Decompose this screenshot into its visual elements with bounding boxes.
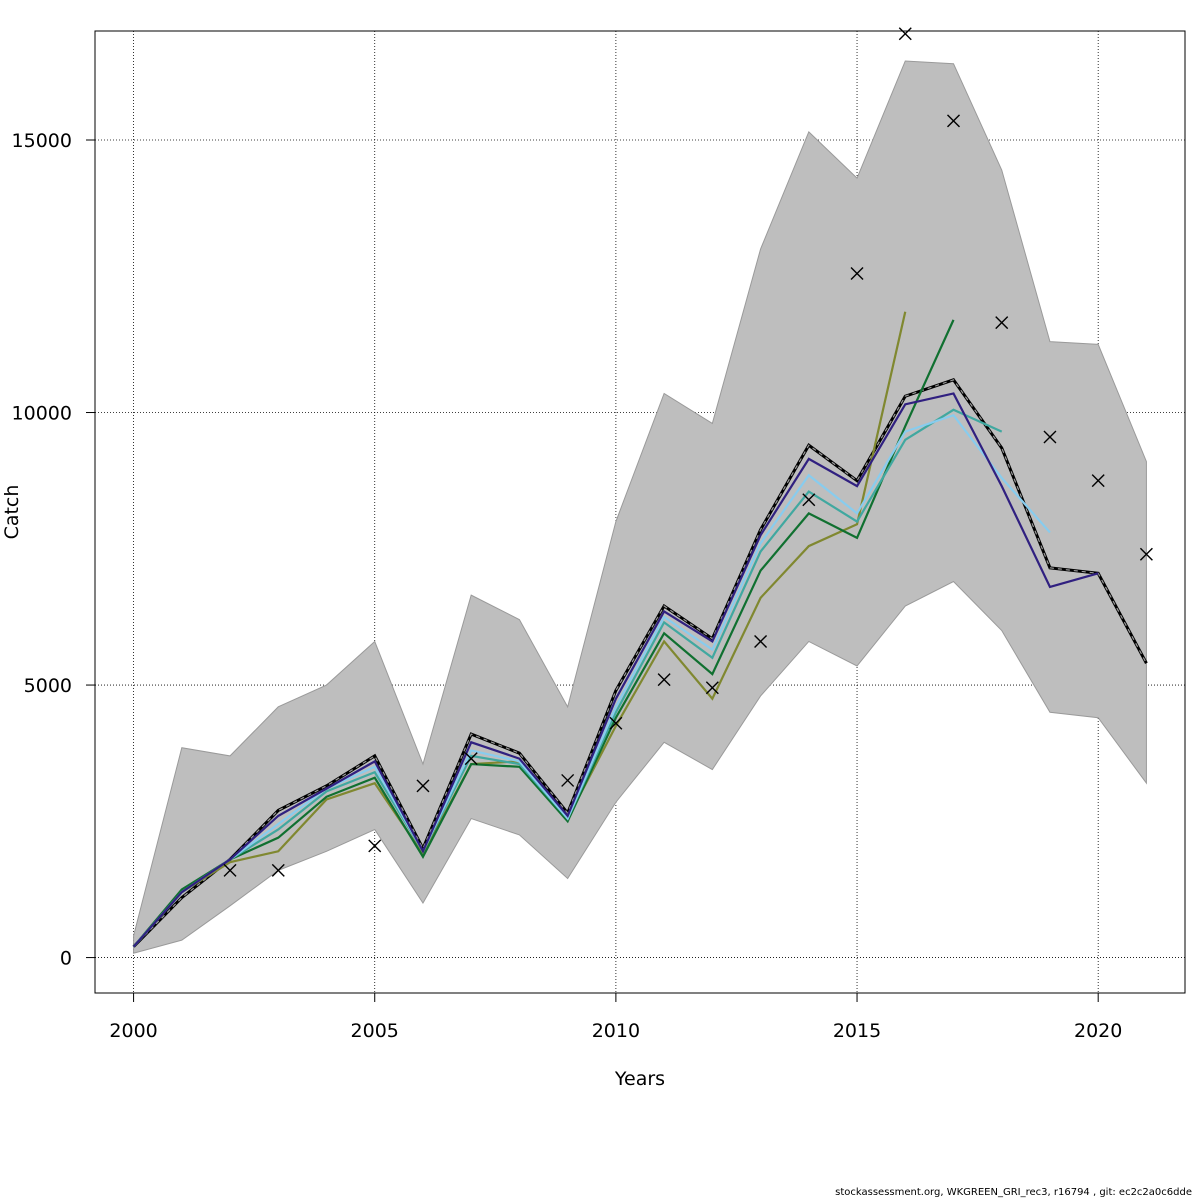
observed-point — [561, 773, 575, 787]
series-line-4 — [132, 413, 1051, 948]
series-line-0-dash — [133, 379, 1147, 948]
footer-credit: stockassessment.org, WKGREEN_GRI_rec3, r… — [835, 1187, 1192, 1198]
series-layer — [132, 311, 1148, 948]
y-axis-label: Catch — [1, 485, 23, 540]
x-tick-label: 2010 — [592, 1020, 640, 1042]
series-line-5 — [132, 392, 1099, 948]
observed-point — [705, 681, 719, 695]
observed-point — [802, 493, 816, 507]
observed-point — [898, 27, 912, 41]
x-tick-label: 2000 — [109, 1020, 157, 1042]
observed-point — [368, 839, 382, 853]
y-tick-label: 15000 — [12, 130, 72, 152]
observed-markers-layer — [223, 27, 1153, 877]
observed-point — [464, 752, 478, 766]
y-tick-label: 0 — [60, 948, 72, 970]
x-tick-label: 2020 — [1074, 1020, 1122, 1042]
observed-point — [1139, 547, 1153, 561]
observed-point — [947, 114, 960, 128]
x-tick-label: 2015 — [833, 1020, 881, 1042]
y-tick-label: 5000 — [24, 675, 72, 697]
observed-point — [995, 316, 1009, 330]
observed-point — [1043, 430, 1057, 444]
axes: 2000 2005 2010 2015 2020 0 5000 10000 15000 — [12, 130, 1123, 1042]
observed-point — [1091, 474, 1105, 488]
observed-point — [850, 267, 864, 281]
observed-point — [223, 863, 237, 877]
y-tick-label: 10000 — [12, 403, 72, 425]
x-axis-label: Years — [614, 1068, 665, 1090]
observed-point — [754, 634, 768, 648]
confidence-band — [133, 60, 1147, 954]
series-line-2 — [132, 319, 955, 948]
observed-point — [271, 863, 285, 877]
confidence-band-layer — [133, 60, 1147, 954]
observed-point — [609, 716, 623, 730]
observed-point — [657, 673, 671, 687]
observed-point — [416, 779, 430, 793]
x-tick-label: 2005 — [351, 1020, 399, 1042]
